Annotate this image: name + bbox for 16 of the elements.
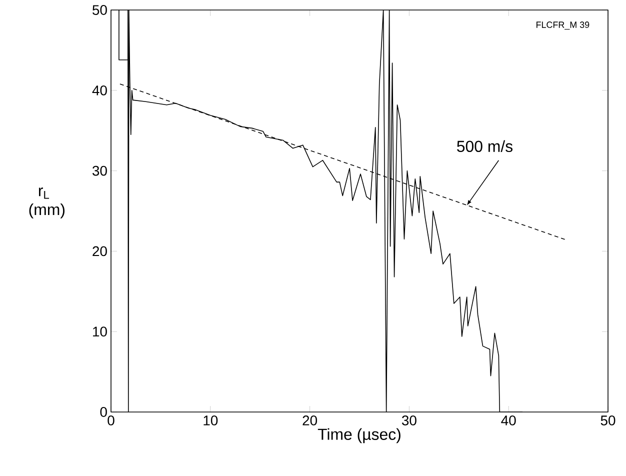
- y-tick-label: 10: [93, 326, 107, 337]
- y-axis-title: r$_{L}$ (mm): [29, 188, 64, 218]
- y-tick-label: 30: [92, 166, 107, 176]
- x-tick-label: 30: [402, 416, 416, 426]
- x-tick-label: 10: [204, 416, 218, 426]
- annotation: 500 m/s: [457, 140, 512, 152]
- y-tick-label: 20: [92, 246, 107, 256]
- y-tick-label: 40: [92, 85, 107, 96]
- x-tick-label: 20: [302, 416, 318, 426]
- y-tick-label: 50: [92, 5, 107, 15]
- x-axis-title: Time (µsec): [318, 428, 400, 444]
- x-tick-label: 50: [600, 416, 616, 426]
- y-tick-label: 0: [100, 407, 107, 417]
- x-tick-label: 40: [501, 416, 516, 426]
- x-tick-label: 0: [108, 416, 114, 426]
- annotation: FLCFR_M 39: [536, 22, 590, 30]
